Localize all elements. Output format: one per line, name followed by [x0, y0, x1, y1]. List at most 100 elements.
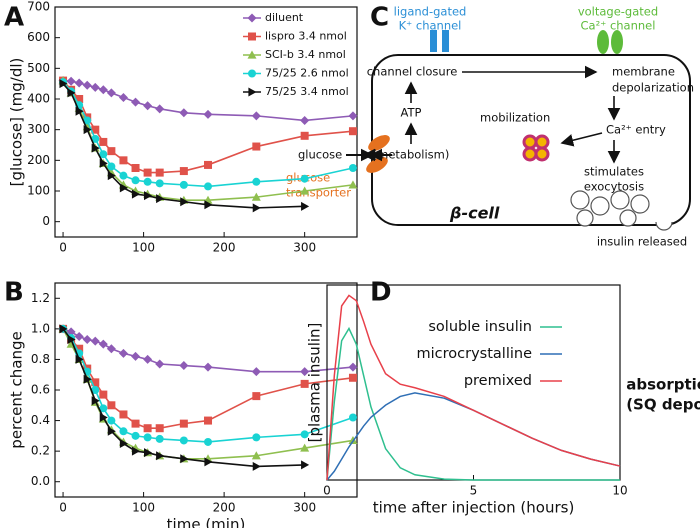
marker: [300, 379, 309, 388]
series-line: [326, 326, 620, 481]
marker: [59, 79, 68, 89]
label: ligand-gated: [394, 5, 467, 19]
marker: [74, 78, 84, 88]
y-tick-label: 0.4: [31, 413, 50, 427]
x-tick-label: 0: [59, 241, 67, 255]
marker: [99, 404, 108, 413]
marker: [252, 461, 261, 471]
y-tick-label: 600: [27, 30, 50, 44]
y-tick-label: 200: [27, 153, 50, 167]
marker: [348, 362, 358, 372]
marker: [300, 174, 309, 183]
annotation: absorption: [626, 376, 700, 394]
marker: [204, 437, 213, 446]
label: (metabolism): [373, 148, 450, 162]
marker: [91, 134, 100, 143]
marker: [90, 82, 100, 92]
marker: [155, 168, 164, 177]
x-tick-label: 0: [59, 501, 67, 515]
legend-label: 75/25 2.6 nmol: [265, 67, 349, 80]
marker: [300, 186, 310, 195]
marker: [67, 88, 76, 98]
marker: [204, 182, 213, 191]
marker: [82, 335, 92, 345]
marker: [348, 180, 358, 189]
marker: [75, 354, 84, 364]
marker: [98, 339, 108, 349]
marker: [75, 95, 84, 103]
marker: [179, 419, 188, 428]
marker: [300, 430, 309, 439]
x-tick-label: 100: [132, 501, 155, 515]
transporter: [368, 135, 390, 151]
label: mobilization: [480, 111, 550, 125]
label: channel closure: [367, 65, 458, 79]
marker: [119, 183, 128, 193]
panel-letter: D: [370, 278, 392, 308]
marker: [131, 419, 140, 428]
y-tick-label: 0.0: [31, 474, 50, 488]
series-line: [62, 328, 354, 373]
marker: [91, 386, 100, 394]
marker: [83, 116, 92, 125]
legend-label: premixed: [464, 373, 532, 389]
series-line: [62, 79, 354, 122]
x-tick-label: 100: [132, 241, 155, 255]
marker: [131, 351, 141, 361]
y-tick-label: 0: [42, 214, 50, 228]
marker: [252, 177, 261, 186]
series-line: [326, 294, 621, 481]
marker: [106, 88, 116, 98]
marker: [301, 460, 310, 470]
x-tick-label: 10: [612, 484, 627, 498]
label: insulin released: [597, 235, 687, 249]
marker: [99, 158, 108, 168]
marker: [107, 171, 116, 181]
series-line: [62, 80, 354, 201]
marker: [118, 348, 128, 358]
y-tick-label: 1.2: [31, 291, 50, 305]
marker: [156, 451, 165, 461]
marker: [155, 359, 165, 369]
marker: [204, 416, 213, 425]
marker: [131, 97, 141, 107]
x-tick-label: 300: [293, 241, 316, 255]
series-line: [62, 328, 354, 443]
cell-label: β-cell: [449, 204, 500, 223]
x-axis-label: time (min): [167, 516, 246, 528]
marker: [348, 373, 357, 382]
marker: [119, 156, 128, 165]
marker: [131, 431, 140, 440]
k-channel: [442, 30, 449, 52]
marker: [252, 203, 261, 213]
label: ATP: [401, 106, 422, 120]
marker: [82, 80, 92, 90]
marker: [90, 336, 100, 346]
marker: [203, 362, 213, 372]
marker: [131, 189, 141, 199]
y-tick-label: 500: [27, 61, 50, 75]
marker: [251, 111, 261, 121]
marker: [107, 401, 116, 410]
marker: [143, 168, 152, 177]
y-axis-label: [glucose] (mg/dl): [8, 58, 26, 187]
legend-label: microcrystalline: [417, 346, 533, 362]
marker: [252, 142, 261, 151]
marker: [75, 344, 84, 353]
marker: [91, 125, 100, 134]
marker: [143, 433, 152, 442]
marker: [91, 396, 100, 406]
marker: [99, 150, 108, 159]
marker: [204, 160, 213, 169]
panel-letter: C: [370, 3, 389, 33]
label: depolarization: [612, 81, 694, 95]
marker: [180, 454, 189, 464]
panel-letter: B: [4, 278, 24, 308]
marker: [248, 69, 256, 78]
marker: [67, 335, 76, 345]
marker: [107, 147, 116, 156]
marker: [144, 448, 153, 458]
marker: [300, 115, 310, 125]
x-tick-label: 300: [293, 501, 316, 515]
marker: [156, 194, 165, 204]
